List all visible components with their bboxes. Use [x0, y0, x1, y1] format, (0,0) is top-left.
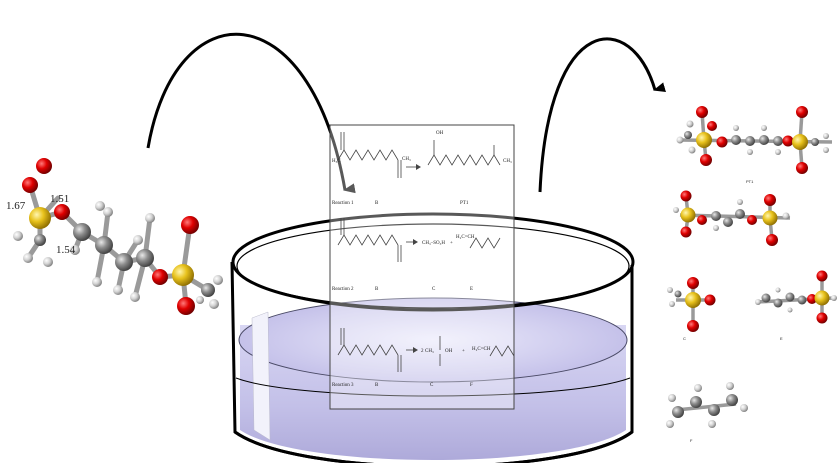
reaction-1-species-b: B: [375, 201, 379, 206]
product-molecule-pt1: PT1: [676, 106, 833, 184]
bond-length-label-3: 1.54: [56, 244, 76, 256]
bond-length-label-1: 1.67: [6, 200, 26, 212]
reaction-3-structures: [337, 328, 515, 372]
reaction-1-structures: [337, 132, 501, 178]
reaction-3-arrowhead: [413, 347, 418, 353]
left-molecule-3d: 1.67 1.51 1.54: [6, 158, 223, 315]
r1-ch3: CH₃: [402, 157, 411, 162]
reaction-3-species-c: C: [430, 383, 434, 388]
curved-arrow-left: [146, 32, 356, 194]
reaction-1-arrowhead: [416, 164, 421, 170]
product-molecule-f: F: [666, 382, 748, 443]
product-molecule-c: C: [667, 277, 716, 341]
reaction-2-species-c: C: [432, 287, 436, 292]
r1-oh: OH: [436, 131, 444, 136]
reaction-2-arrowhead: [413, 239, 418, 245]
product-label-f: F: [690, 438, 693, 443]
reaction-3-species-b: B: [375, 383, 379, 388]
r2-ch3so3h: CH₃–SO₃H: [422, 241, 445, 246]
petri-dish: [230, 212, 635, 463]
product-molecule-e: E: [755, 270, 837, 341]
reaction-2-label: Reaction 2: [332, 287, 354, 292]
product-molecule-2: [673, 190, 791, 246]
r3-alkene: H₂C=CH: [472, 347, 491, 352]
product-label-c: C: [683, 336, 686, 341]
reaction-1-label: Reaction 1: [332, 201, 354, 206]
reaction-2-structures: [337, 218, 501, 262]
reaction-2-species-b: B: [375, 287, 379, 292]
r3-two: 2: [421, 349, 424, 354]
product-label-pt1: PT1: [746, 179, 754, 184]
reaction-sheet: H₃C OH CH₃ CH₃ Reaction 1 B PT1 CH₃–SO₃H…: [329, 124, 515, 410]
reaction-1-species-pt1: PT1: [460, 201, 469, 206]
r1-h3c: H₃C: [332, 159, 341, 164]
bond-length-label-2: 1.51: [50, 193, 69, 205]
r3-ch3: CH₃: [425, 349, 434, 354]
left-molecule-atoms: [13, 158, 223, 315]
product-label-e: E: [780, 336, 783, 341]
r3-oh: OH: [445, 349, 453, 354]
r3-plus: +: [462, 349, 465, 354]
reaction-2-species-e: E: [470, 287, 473, 292]
reaction-3-species-f: F: [470, 383, 473, 388]
r2-alkene: H₂C=CH: [456, 235, 475, 240]
reaction-3-label: Reaction 3: [332, 383, 354, 388]
r2-plus: +: [450, 241, 453, 246]
r1-ch3-product: CH₃: [503, 159, 512, 164]
curved-arrow-right: [538, 37, 666, 193]
